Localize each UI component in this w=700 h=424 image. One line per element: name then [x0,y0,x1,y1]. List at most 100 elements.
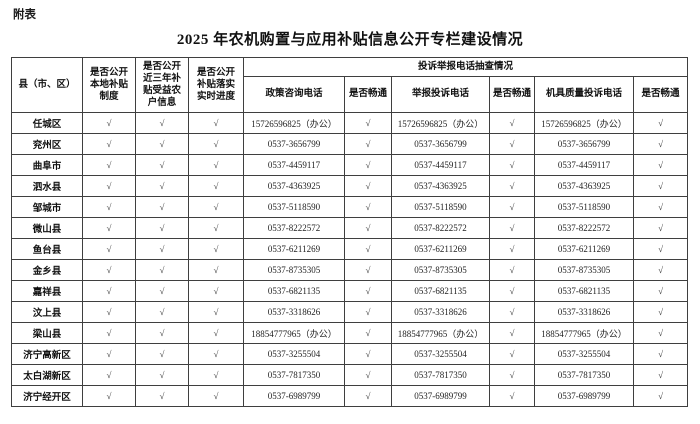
policy-connected-check: √ [344,112,392,134]
beneficiary-check: √ [135,343,189,365]
quality-connected-check: √ [632,154,689,176]
local-policy-check: √ [82,301,136,323]
county-cell: 嘉祥县 [11,280,83,302]
local-policy-check: √ [82,343,136,365]
report-connected-check: √ [489,196,535,218]
table-row: 济宁高新区 √ √ √ 0537-3255504 √ 0537-3255504 … [11,343,689,365]
report-connected-check: √ [489,133,535,155]
beneficiary-check: √ [135,238,189,260]
policy-connected-check: √ [344,301,392,323]
local-policy-check: √ [82,217,136,239]
local-policy-check: √ [82,154,136,176]
beneficiary-check: √ [135,364,189,386]
quality-phone-cell: 0537-4363925 [534,175,634,197]
report-phone-cell: 0537-3255504 [391,343,490,365]
quality-connected-check: √ [632,238,689,260]
report-connected-check: √ [489,385,535,407]
beneficiary-check: √ [135,322,189,344]
header-progress: 是否公开 补贴落实 实时进度 [188,57,244,113]
quality-phone-cell: 0537-8735305 [534,259,634,281]
quality-connected-check: √ [632,133,689,155]
policy-connected-check: √ [344,259,392,281]
policy-connected-check: √ [344,343,392,365]
report-phone-cell: 0537-5118590 [391,196,490,218]
policy-phone-cell: 0537-8735305 [243,259,345,281]
policy-connected-check: √ [344,217,392,239]
county-cell: 任城区 [11,112,83,134]
report-phone-cell: 0537-3318626 [391,301,490,323]
local-policy-check: √ [82,280,136,302]
header-beneficiary-info: 是否公开 近三年补 贴受益农 户信息 [135,57,189,113]
quality-phone-cell: 0537-6821135 [534,280,634,302]
table-row: 兖州区 √ √ √ 0537-3656799 √ 0537-3656799 √ … [11,133,689,155]
quality-connected-check: √ [632,343,689,365]
beneficiary-check: √ [135,196,189,218]
policy-phone-cell: 0537-4363925 [243,175,345,197]
policy-phone-cell: 0537-7817350 [243,364,345,386]
policy-phone-cell: 15726596825（办公） [243,112,345,134]
report-phone-cell: 0537-6211269 [391,238,490,260]
local-policy-check: √ [82,385,136,407]
beneficiary-check: √ [135,175,189,197]
quality-connected-check: √ [632,196,689,218]
quality-phone-cell: 0537-3255504 [534,343,634,365]
policy-phone-cell: 0537-3318626 [243,301,345,323]
quality-phone-cell: 0537-5118590 [534,196,634,218]
report-phone-cell: 15726596825（办公） [391,112,490,134]
progress-check: √ [188,385,244,407]
quality-connected-check: √ [632,322,689,344]
table-row: 邹城市 √ √ √ 0537-5118590 √ 0537-5118590 √ … [11,196,689,218]
beneficiary-check: √ [135,133,189,155]
report-connected-check: √ [489,364,535,386]
report-connected-check: √ [489,238,535,260]
quality-phone-cell: 0537-6989799 [534,385,634,407]
report-connected-check: √ [489,154,535,176]
table-row: 微山县 √ √ √ 0537-8222572 √ 0537-8222572 √ … [11,217,689,239]
table-row: 泗水县 √ √ √ 0537-4363925 √ 0537-4363925 √ … [11,175,689,197]
table-row: 太白湖新区 √ √ √ 0537-7817350 √ 0537-7817350 … [11,364,689,386]
header-row-1: 县（市、区） 是否公开 本地补贴 制度 是否公开 近三年补 贴受益农 户信息 是… [11,57,689,113]
policy-connected-check: √ [344,196,392,218]
report-phone-cell: 0537-8735305 [391,259,490,281]
beneficiary-check: √ [135,385,189,407]
report-connected-check: √ [489,112,535,134]
beneficiary-check: √ [135,112,189,134]
policy-connected-check: √ [344,280,392,302]
policy-connected-check: √ [344,238,392,260]
report-phone-cell: 0537-6821135 [391,280,490,302]
policy-phone-cell: 0537-3255504 [243,343,345,365]
report-connected-check: √ [489,343,535,365]
header-quality-phone: 机具质量投诉电话 [534,76,634,113]
policy-connected-check: √ [344,133,392,155]
quality-connected-check: √ [632,385,689,407]
policy-connected-check: √ [344,385,392,407]
beneficiary-check: √ [135,154,189,176]
county-cell: 金乡县 [11,259,83,281]
subsidy-table: 县（市、区） 是否公开 本地补贴 制度 是否公开 近三年补 贴受益农 户信息 是… [11,57,689,407]
policy-connected-check: √ [344,364,392,386]
table-row: 鱼台县 √ √ √ 0537-6211269 √ 0537-6211269 √ … [11,238,689,260]
progress-check: √ [188,154,244,176]
table-row: 曲阜市 √ √ √ 0537-4459117 √ 0537-4459117 √ … [11,154,689,176]
report-phone-cell: 0537-8222572 [391,217,490,239]
local-policy-check: √ [82,364,136,386]
quality-phone-cell: 0537-4459117 [534,154,634,176]
quality-phone-cell: 0537-3656799 [534,133,634,155]
quality-phone-cell: 0537-7817350 [534,364,634,386]
local-policy-check: √ [82,259,136,281]
policy-phone-cell: 0537-8222572 [243,217,345,239]
header-row-2: 政策咨询电话 是否畅通 举报投诉电话 是否畅通 机具质量投诉电话 是否畅通 [12,76,689,113]
quality-phone-cell: 0537-3318626 [534,301,634,323]
table-row: 任城区 √ √ √ 15726596825（办公） √ 15726596825（… [11,112,689,134]
quality-phone-cell: 0537-8222572 [534,217,634,239]
policy-connected-check: √ [344,154,392,176]
beneficiary-check: √ [135,259,189,281]
county-cell: 曲阜市 [11,154,83,176]
beneficiary-check: √ [135,217,189,239]
county-cell: 邹城市 [11,196,83,218]
header-report-phone: 举报投诉电话 [391,76,490,113]
progress-check: √ [188,280,244,302]
table-header: 县（市、区） 是否公开 本地补贴 制度 是否公开 近三年补 贴受益农 户信息 是… [11,57,689,113]
quality-connected-check: √ [632,364,689,386]
table-row: 济宁经开区 √ √ √ 0537-6989799 √ 0537-6989799 … [11,385,689,407]
